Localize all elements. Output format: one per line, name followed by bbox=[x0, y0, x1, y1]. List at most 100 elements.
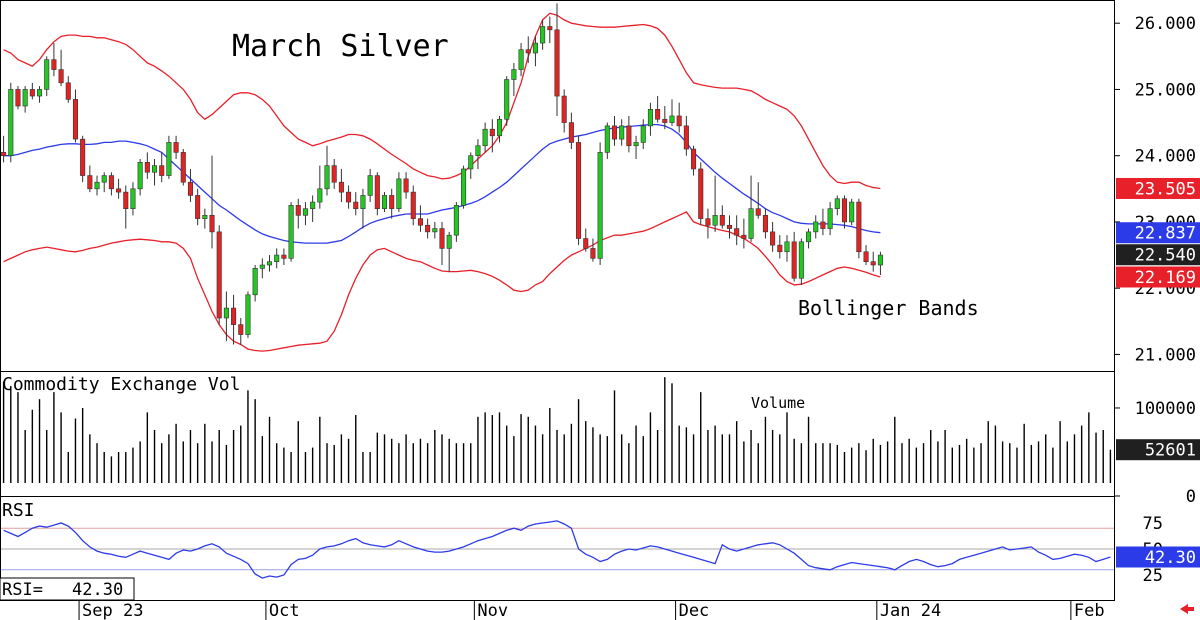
candle bbox=[554, 3, 560, 116]
candle-body bbox=[410, 191, 416, 219]
value-badge: 22.169 bbox=[1116, 266, 1200, 288]
candle bbox=[281, 248, 287, 265]
candle-body bbox=[820, 221, 826, 229]
candle bbox=[108, 172, 114, 196]
candle bbox=[144, 152, 150, 179]
candle-body bbox=[101, 175, 107, 183]
price-candles bbox=[1, 3, 883, 345]
candle-body bbox=[662, 118, 668, 123]
candle bbox=[166, 135, 172, 179]
candle bbox=[151, 159, 158, 186]
candle-body bbox=[640, 125, 646, 143]
candle-body bbox=[123, 191, 129, 209]
candle-body bbox=[44, 59, 50, 90]
x-tick-label: Jan 24 bbox=[880, 601, 941, 620]
candle bbox=[317, 165, 323, 209]
candle-body bbox=[65, 82, 71, 100]
candle bbox=[611, 115, 618, 146]
candle-body bbox=[259, 264, 265, 269]
candle bbox=[568, 112, 574, 150]
candle bbox=[123, 185, 129, 229]
candle-body bbox=[626, 125, 632, 147]
candle-body bbox=[87, 175, 93, 190]
candle bbox=[791, 231, 797, 282]
volume-tick-label: 100000 bbox=[1135, 399, 1196, 419]
candle bbox=[604, 122, 610, 159]
candle-body bbox=[252, 268, 258, 296]
candle-body bbox=[58, 69, 64, 84]
candle-body bbox=[425, 224, 431, 233]
value-badge: 23.505 bbox=[1116, 177, 1200, 199]
candle bbox=[367, 168, 373, 203]
candle-body bbox=[180, 152, 186, 183]
candle bbox=[863, 245, 869, 265]
candle-body bbox=[15, 89, 21, 107]
badge-label: 22.540 bbox=[1135, 246, 1196, 266]
candle bbox=[446, 231, 452, 272]
candle bbox=[396, 172, 402, 212]
candle bbox=[691, 145, 697, 176]
candle-body bbox=[576, 142, 582, 239]
candle-body bbox=[504, 79, 510, 120]
x-tick-label: Feb bbox=[1074, 601, 1105, 620]
candle-body bbox=[770, 231, 776, 246]
candle-body bbox=[461, 168, 467, 206]
candle-body bbox=[547, 26, 553, 31]
candle-body bbox=[762, 215, 768, 233]
candle-body bbox=[417, 218, 423, 226]
candle-body bbox=[719, 215, 725, 226]
candle-body bbox=[726, 224, 733, 229]
badge-box bbox=[1116, 546, 1200, 568]
candle-body bbox=[137, 162, 143, 190]
candle-body bbox=[144, 162, 150, 173]
candle-body bbox=[712, 215, 718, 226]
rsi-level-lines bbox=[1, 527, 1114, 571]
candle-body bbox=[841, 198, 848, 223]
candle-body bbox=[561, 95, 567, 123]
candle-body bbox=[532, 42, 538, 54]
badge-label: 23.505 bbox=[1135, 179, 1196, 199]
value-badge: 42.30 bbox=[1116, 546, 1200, 568]
badge-label: 42.30 bbox=[1145, 548, 1196, 568]
candle bbox=[15, 86, 21, 110]
candle-body bbox=[245, 294, 251, 335]
candle-body bbox=[80, 138, 86, 176]
candle-body bbox=[554, 29, 560, 97]
candle-body bbox=[683, 125, 689, 150]
candle bbox=[245, 291, 251, 338]
badge-box bbox=[1116, 266, 1200, 288]
candle bbox=[698, 162, 704, 226]
scroll-left-arrow-icon[interactable] bbox=[1180, 604, 1194, 614]
candle-body bbox=[288, 205, 294, 259]
candle bbox=[777, 235, 783, 259]
candle bbox=[432, 221, 438, 239]
x-axis-label: Jan 24 bbox=[876, 601, 941, 620]
candle bbox=[820, 208, 826, 236]
candle bbox=[346, 185, 352, 209]
candle-body bbox=[389, 195, 395, 209]
x-axis-label: Oct bbox=[265, 601, 300, 620]
candle bbox=[417, 205, 423, 232]
candle bbox=[496, 115, 503, 143]
candle-body bbox=[72, 99, 78, 140]
candle bbox=[525, 36, 531, 63]
candle bbox=[216, 225, 222, 325]
candle bbox=[583, 228, 589, 252]
candle bbox=[669, 99, 675, 126]
candle-body bbox=[525, 49, 531, 54]
candle bbox=[806, 228, 812, 249]
candle-body bbox=[655, 109, 661, 120]
volume-badge: 52601 bbox=[1116, 439, 1200, 461]
candle bbox=[640, 119, 646, 150]
x-tick-label: Sep 23 bbox=[82, 601, 143, 620]
candle bbox=[834, 195, 840, 216]
candle-body bbox=[195, 195, 201, 219]
candle bbox=[626, 115, 632, 153]
candle-body bbox=[475, 145, 481, 156]
candle bbox=[870, 251, 876, 272]
candle bbox=[223, 291, 229, 342]
candle-body bbox=[813, 221, 819, 233]
candle-body bbox=[94, 181, 100, 190]
candle-body bbox=[151, 165, 158, 173]
